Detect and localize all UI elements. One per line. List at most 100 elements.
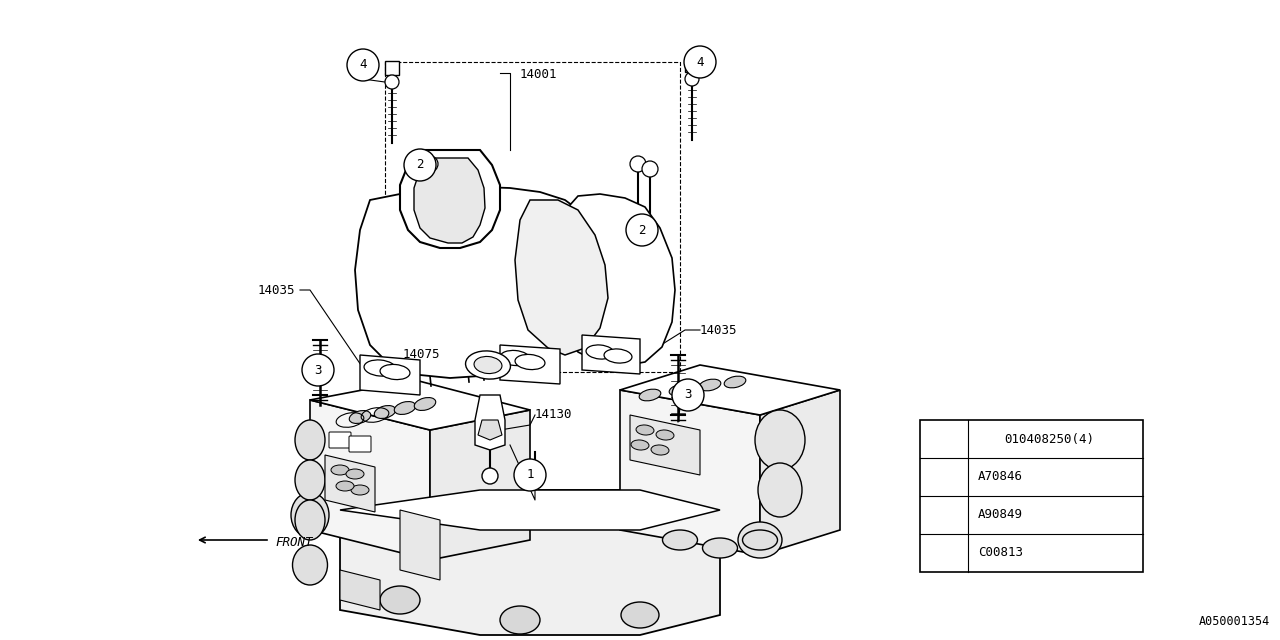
Circle shape xyxy=(385,75,399,89)
Ellipse shape xyxy=(364,360,396,376)
Ellipse shape xyxy=(639,389,660,401)
Ellipse shape xyxy=(500,606,540,634)
Text: A050001354: A050001354 xyxy=(1199,615,1270,628)
Ellipse shape xyxy=(380,586,420,614)
Text: A90849: A90849 xyxy=(978,509,1023,522)
Polygon shape xyxy=(430,410,530,560)
Polygon shape xyxy=(413,158,485,243)
Polygon shape xyxy=(340,490,719,635)
Ellipse shape xyxy=(349,410,371,424)
Circle shape xyxy=(483,468,498,484)
Ellipse shape xyxy=(293,545,328,585)
Ellipse shape xyxy=(474,356,502,374)
Ellipse shape xyxy=(703,538,737,558)
Ellipse shape xyxy=(636,425,654,435)
Text: 14035: 14035 xyxy=(700,323,737,337)
Polygon shape xyxy=(500,345,561,384)
Bar xyxy=(920,420,1143,572)
Ellipse shape xyxy=(346,469,364,479)
Ellipse shape xyxy=(742,530,777,550)
Ellipse shape xyxy=(394,401,416,415)
Circle shape xyxy=(684,46,716,78)
Circle shape xyxy=(626,214,658,246)
Ellipse shape xyxy=(466,351,511,379)
Text: 3: 3 xyxy=(315,364,321,376)
Ellipse shape xyxy=(380,364,410,380)
Text: B: B xyxy=(984,434,991,444)
Ellipse shape xyxy=(739,522,782,558)
Text: 4: 4 xyxy=(941,548,947,558)
Circle shape xyxy=(643,161,658,177)
Ellipse shape xyxy=(335,481,355,491)
Polygon shape xyxy=(475,395,506,450)
Polygon shape xyxy=(399,510,440,580)
Text: 2: 2 xyxy=(941,472,947,482)
Text: C00813: C00813 xyxy=(978,547,1023,559)
Text: 14001: 14001 xyxy=(520,68,558,81)
Circle shape xyxy=(526,469,544,487)
Polygon shape xyxy=(620,390,760,555)
FancyBboxPatch shape xyxy=(349,436,371,452)
Ellipse shape xyxy=(351,485,369,495)
Circle shape xyxy=(422,156,438,172)
Polygon shape xyxy=(582,335,640,374)
Text: 2: 2 xyxy=(416,159,424,172)
Ellipse shape xyxy=(652,445,669,455)
Text: 1: 1 xyxy=(526,468,534,481)
Ellipse shape xyxy=(374,406,396,419)
FancyBboxPatch shape xyxy=(329,432,351,448)
Text: 14130: 14130 xyxy=(535,408,572,422)
Ellipse shape xyxy=(500,351,530,365)
Polygon shape xyxy=(325,455,375,512)
Ellipse shape xyxy=(604,349,632,363)
Polygon shape xyxy=(477,420,502,440)
Ellipse shape xyxy=(332,465,349,475)
Text: 4: 4 xyxy=(696,56,704,68)
Text: 1: 1 xyxy=(941,434,947,444)
Circle shape xyxy=(410,151,426,167)
Polygon shape xyxy=(630,415,700,475)
Ellipse shape xyxy=(699,379,721,391)
Ellipse shape xyxy=(294,420,325,460)
Text: 3: 3 xyxy=(685,388,691,401)
Polygon shape xyxy=(355,187,605,378)
Ellipse shape xyxy=(669,384,691,396)
Ellipse shape xyxy=(415,397,435,410)
Circle shape xyxy=(931,425,957,453)
Text: 2: 2 xyxy=(639,223,645,237)
Text: 14035: 14035 xyxy=(257,284,294,296)
Ellipse shape xyxy=(294,460,325,500)
Ellipse shape xyxy=(631,440,649,450)
Polygon shape xyxy=(552,194,675,366)
Polygon shape xyxy=(399,150,500,248)
Circle shape xyxy=(977,427,1000,451)
Ellipse shape xyxy=(657,430,675,440)
Polygon shape xyxy=(310,400,430,560)
Ellipse shape xyxy=(621,602,659,628)
Circle shape xyxy=(302,354,334,386)
Polygon shape xyxy=(515,200,608,355)
Circle shape xyxy=(931,501,957,529)
Polygon shape xyxy=(340,490,719,530)
Text: 4: 4 xyxy=(360,58,367,72)
Ellipse shape xyxy=(755,410,805,470)
Circle shape xyxy=(685,72,699,86)
Polygon shape xyxy=(310,380,530,430)
Circle shape xyxy=(931,463,957,491)
Text: 14075: 14075 xyxy=(402,349,440,362)
Bar xyxy=(685,58,699,72)
Ellipse shape xyxy=(515,355,545,369)
Circle shape xyxy=(931,539,957,567)
Text: FRONT: FRONT xyxy=(275,536,312,550)
Ellipse shape xyxy=(586,345,614,359)
Polygon shape xyxy=(340,570,380,610)
Ellipse shape xyxy=(291,493,329,538)
Text: A70846: A70846 xyxy=(978,470,1023,483)
Ellipse shape xyxy=(758,463,803,517)
Circle shape xyxy=(515,459,547,491)
Polygon shape xyxy=(360,355,420,395)
Text: 3: 3 xyxy=(941,510,947,520)
Ellipse shape xyxy=(294,500,325,540)
Circle shape xyxy=(630,156,646,172)
Circle shape xyxy=(347,49,379,81)
